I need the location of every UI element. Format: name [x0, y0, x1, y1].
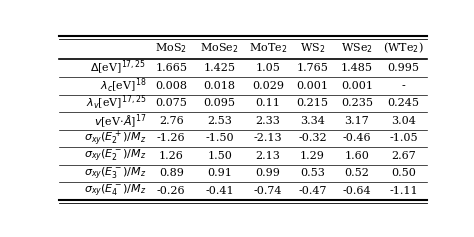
Text: 2.67: 2.67: [391, 151, 416, 161]
Text: -0.74: -0.74: [254, 186, 283, 196]
Text: $\sigma_{xy}(E_4^-)/M_z$: $\sigma_{xy}(E_4^-)/M_z$: [84, 183, 146, 199]
Text: (WTe$_2$): (WTe$_2$): [383, 40, 424, 55]
Text: WSe$_2$: WSe$_2$: [341, 41, 373, 55]
Text: 0.215: 0.215: [297, 98, 328, 108]
Text: 2.13: 2.13: [255, 151, 281, 161]
Text: -0.64: -0.64: [343, 186, 371, 196]
Text: -2.13: -2.13: [254, 133, 283, 143]
Text: 1.765: 1.765: [297, 63, 328, 73]
Text: 3.04: 3.04: [391, 116, 416, 126]
Text: 3.17: 3.17: [345, 116, 369, 126]
Text: 1.50: 1.50: [207, 151, 232, 161]
Text: -1.26: -1.26: [157, 133, 186, 143]
Text: -: -: [401, 81, 405, 91]
Text: 3.34: 3.34: [300, 116, 325, 126]
Text: 0.001: 0.001: [297, 81, 328, 91]
Text: 1.665: 1.665: [155, 63, 187, 73]
Text: 0.99: 0.99: [255, 168, 281, 178]
Text: $\Delta$[eV]$^{17,25}$: $\Delta$[eV]$^{17,25}$: [90, 59, 146, 77]
Text: MoS$_2$: MoS$_2$: [155, 41, 187, 55]
Text: -1.11: -1.11: [389, 186, 418, 196]
Text: 1.29: 1.29: [300, 151, 325, 161]
Text: 0.89: 0.89: [159, 168, 184, 178]
Text: WS$_2$: WS$_2$: [300, 41, 325, 55]
Text: $\sigma_{xy}(E_2^-)/M_z$: $\sigma_{xy}(E_2^-)/M_z$: [84, 148, 146, 164]
Text: MoTe$_2$: MoTe$_2$: [249, 41, 287, 55]
Text: 2.76: 2.76: [159, 116, 183, 126]
Text: $v$[eV$\cdot\AA$]$^{17}$: $v$[eV$\cdot\AA$]$^{17}$: [94, 112, 146, 130]
Text: 0.11: 0.11: [255, 98, 281, 108]
Text: 0.245: 0.245: [387, 98, 419, 108]
Text: 0.008: 0.008: [155, 81, 187, 91]
Text: -1.05: -1.05: [389, 133, 418, 143]
Text: 2.33: 2.33: [255, 116, 281, 126]
Text: -0.47: -0.47: [298, 186, 327, 196]
Text: 0.018: 0.018: [204, 81, 236, 91]
Text: 0.235: 0.235: [341, 98, 373, 108]
Text: $\sigma_{xy}(E_3^-)/M_z$: $\sigma_{xy}(E_3^-)/M_z$: [84, 165, 146, 182]
Text: 1.60: 1.60: [345, 151, 369, 161]
Text: 1.425: 1.425: [204, 63, 236, 73]
Text: -0.26: -0.26: [157, 186, 186, 196]
Text: $\sigma_{xy}(E_2^+)/M_z$: $\sigma_{xy}(E_2^+)/M_z$: [84, 128, 146, 148]
Text: $\lambda_c$[eV]$^{18}$: $\lambda_c$[eV]$^{18}$: [100, 77, 146, 95]
Text: 2.53: 2.53: [207, 116, 232, 126]
Text: -0.32: -0.32: [298, 133, 327, 143]
Text: 0.029: 0.029: [252, 81, 284, 91]
Text: 0.001: 0.001: [341, 81, 373, 91]
Text: MoSe$_2$: MoSe$_2$: [201, 41, 239, 55]
Text: 0.075: 0.075: [155, 98, 187, 108]
Text: 1.05: 1.05: [255, 63, 281, 73]
Text: 1.485: 1.485: [341, 63, 373, 73]
Text: -1.50: -1.50: [205, 133, 234, 143]
Text: -0.46: -0.46: [343, 133, 371, 143]
Text: 0.095: 0.095: [204, 98, 236, 108]
Text: 0.53: 0.53: [300, 168, 325, 178]
Text: 0.50: 0.50: [391, 168, 416, 178]
Text: 0.91: 0.91: [207, 168, 232, 178]
Text: -0.41: -0.41: [205, 186, 234, 196]
Text: 1.26: 1.26: [159, 151, 184, 161]
Text: 0.995: 0.995: [387, 63, 419, 73]
Text: 0.52: 0.52: [345, 168, 369, 178]
Text: $\lambda_v$[eV]$^{17,25}$: $\lambda_v$[eV]$^{17,25}$: [86, 94, 146, 112]
